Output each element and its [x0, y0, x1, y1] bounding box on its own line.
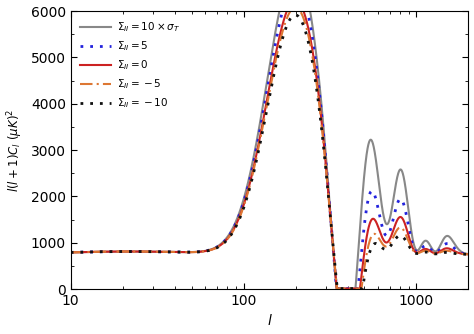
$\Sigma_{II} = 0$	[334, 287, 340, 291]
$\Sigma_{II} = 5$	[454, 248, 460, 253]
$\Sigma_{II} = 10 \times \sigma_T$	[455, 246, 460, 250]
$\Sigma_{II} = -10$	[251, 171, 256, 175]
$\Sigma_{II} = 10 \times \sigma_T$	[382, 217, 387, 221]
$\Sigma_{II} = -5$	[251, 168, 256, 172]
$\Sigma_{II} = -10$	[382, 247, 387, 251]
$\Sigma_{II} = -5$	[68, 250, 73, 255]
$\Sigma_{II} = 10 \times \sigma_T$	[68, 250, 73, 255]
$\Sigma_{II} = 0$	[68, 250, 73, 255]
$\Sigma_{II} = 5$	[382, 231, 387, 235]
$\Sigma_{II} = 10 \times \sigma_T$	[334, 287, 339, 291]
$\Sigma_{II} = -10$	[261, 122, 267, 126]
$\Sigma_{II} = 0$	[88, 250, 94, 254]
$\Sigma_{II} = 0$	[251, 166, 256, 170]
$\Sigma_{II} = 0$	[454, 250, 460, 255]
X-axis label: $l$: $l$	[267, 313, 273, 328]
$\Sigma_{II} = -5$	[382, 244, 387, 248]
$\Sigma_{II} = 0$	[455, 250, 460, 255]
Line: $\Sigma_{II} = -10$: $\Sigma_{II} = -10$	[71, 15, 468, 289]
$\Sigma_{II} = 5$	[334, 287, 339, 291]
$\Sigma_{II} = 5$	[455, 249, 460, 253]
$\Sigma_{II} = -5$	[454, 251, 460, 255]
$\Sigma_{II} = -10$	[88, 250, 94, 254]
$\Sigma_{II} = 10 \times \sigma_T$	[88, 250, 94, 254]
$\Sigma_{II} = 10 \times \sigma_T$	[454, 245, 460, 249]
$\Sigma_{II} = 10 \times \sigma_T$	[465, 252, 471, 256]
$\Sigma_{II} = -10$	[335, 287, 340, 291]
$\Sigma_{II} = 5$	[261, 105, 267, 109]
$\Sigma_{II} = 0$	[261, 113, 267, 117]
$\Sigma_{II} = -10$	[465, 252, 471, 256]
$\Sigma_{II} = -5$	[455, 251, 460, 255]
$\Sigma_{II} = -5$	[334, 287, 340, 291]
$\Sigma_{II} = 0$	[465, 252, 471, 256]
$\Sigma_{II} = 0$	[382, 239, 387, 243]
$\Sigma_{II} = -10$	[454, 252, 460, 256]
$\Sigma_{II} = -5$	[465, 252, 471, 256]
$\Sigma_{II} = 5$	[68, 250, 73, 255]
$\Sigma_{II} = 10 \times \sigma_T$	[251, 155, 256, 159]
$\Sigma_{II} = 0$	[292, 0, 298, 2]
$\Sigma_{II} = -10$	[68, 250, 73, 255]
$\Sigma_{II} = -10$	[292, 13, 298, 17]
Legend: $\Sigma_{II} = 10 \times \sigma_T$, $\Sigma_{II} = 5$, $\Sigma_{II} = 0$, $\Sigm: $\Sigma_{II} = 10 \times \sigma_T$, $\Si…	[76, 16, 184, 115]
Y-axis label: $l(l+1)C_l\ (\mu K)^2$: $l(l+1)C_l\ (\mu K)^2$	[6, 109, 25, 192]
Line: $\Sigma_{II} = 0$: $\Sigma_{II} = 0$	[71, 0, 468, 289]
Line: $\Sigma_{II} = 5$: $\Sigma_{II} = 5$	[71, 0, 468, 289]
$\Sigma_{II} = 5$	[88, 250, 94, 254]
$\Sigma_{II} = 5$	[465, 252, 471, 256]
$\Sigma_{II} = 5$	[251, 161, 256, 165]
$\Sigma_{II} = -5$	[88, 250, 94, 254]
$\Sigma_{II} = -5$	[261, 118, 267, 122]
$\Sigma_{II} = -10$	[455, 252, 460, 256]
$\Sigma_{II} = -5$	[292, 5, 298, 9]
Line: $\Sigma_{II} = -5$: $\Sigma_{II} = -5$	[71, 7, 468, 289]
Line: $\Sigma_{II} = 10 \times \sigma_T$: $\Sigma_{II} = 10 \times \sigma_T$	[71, 0, 468, 289]
$\Sigma_{II} = 10 \times \sigma_T$	[261, 97, 267, 101]
